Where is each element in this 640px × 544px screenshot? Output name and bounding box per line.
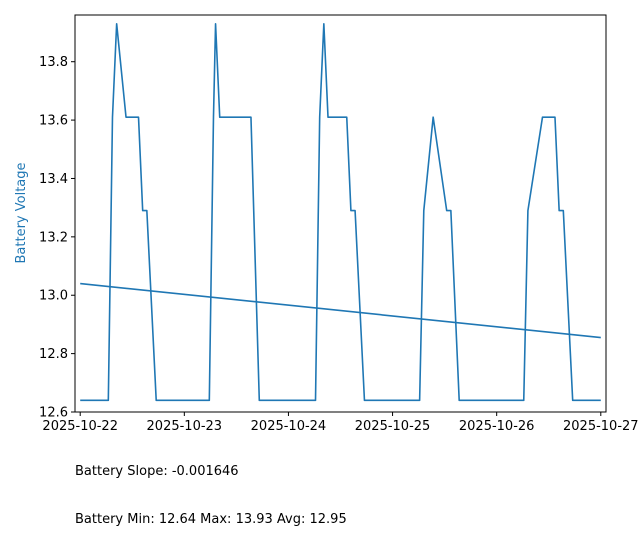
battery-voltage-chart: 2025-10-22 2025-10-23 2025-10-24 2025-10-25…: [14, 14, 639, 434]
y-tick-label: 13.6: [39, 114, 68, 129]
y-tick-label: 12.6: [39, 406, 68, 421]
plot-area: [80, 22, 601, 402]
y-axis: 12.6 12.8 13.0 13.2 13.4 13.6 13.8: [39, 55, 75, 421]
y-tick-label: 13.0: [39, 289, 68, 304]
battery-minmax-text: Battery Min: 12.64 Max: 13.93 Avg: 12.95: [75, 512, 347, 527]
y-axis-label: Battery Voltage: [14, 162, 29, 263]
y-tick-label: 13.4: [39, 172, 68, 187]
battery-voltage-line: [80, 22, 601, 402]
x-tick-label: 2025-10-26: [459, 419, 535, 434]
x-tick-label: 2025-10-24: [251, 419, 327, 434]
battery-trend-line: [80, 282, 601, 339]
y-tick-label: 12.8: [39, 347, 68, 362]
battery-slope-text: Battery Slope: -0.001646: [75, 464, 239, 479]
plot-frame: [74, 14, 607, 413]
x-tick-label: 2025-10-25: [355, 419, 431, 434]
x-tick-label: 2025-10-27: [563, 419, 639, 434]
stats-block: Battery Slope: -0.001646 Battery Min: 12…: [75, 432, 347, 544]
y-tick-label: 13.2: [39, 230, 68, 245]
x-tick-label: 2025-10-22: [42, 419, 118, 434]
y-tick-label: 13.8: [39, 55, 68, 70]
x-tick-label: 2025-10-23: [147, 419, 223, 434]
x-axis: 2025-10-22 2025-10-23 2025-10-24 2025-10-25…: [42, 412, 639, 434]
